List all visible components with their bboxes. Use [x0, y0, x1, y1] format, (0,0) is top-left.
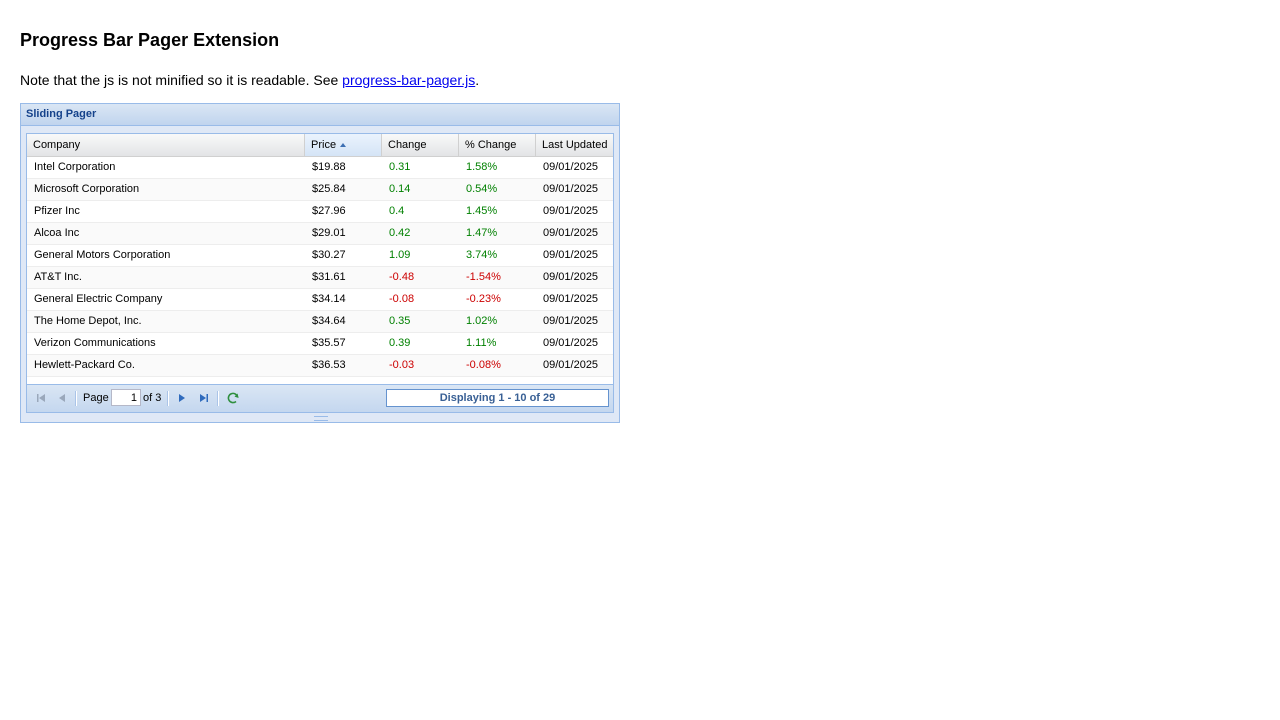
column-header-change-label: Change: [388, 139, 427, 151]
cell-pct-change: 0.54%: [466, 183, 498, 195]
column-header-company-label: Company: [33, 139, 81, 151]
page-title: Progress Bar Pager Extension: [20, 30, 280, 50]
cell-price: $31.61: [312, 271, 346, 283]
panel-title: Sliding Pager: [21, 104, 619, 126]
cell-last-updated: 09/01/2025: [543, 227, 599, 239]
cell-last-updated: 09/01/2025: [543, 315, 599, 327]
cell-price: $29.01: [312, 227, 346, 239]
page-count-label: of 3: [143, 392, 162, 404]
cell-price: $36.53: [312, 359, 346, 371]
cell-last-updated: 09/01/2025: [543, 183, 599, 195]
cell-company: Pfizer Inc: [34, 205, 80, 217]
toolbar-separator: [75, 391, 77, 406]
cell-change: -0.08: [389, 293, 415, 305]
column-header-pct-change-label: % Change: [465, 139, 517, 151]
progress-bar-pager-js-link[interactable]: progress-bar-pager.js: [342, 72, 476, 88]
cell-change: 0.4: [389, 205, 405, 217]
table-row[interactable]: AT&T Inc. $31.61 -0.48 -1.54% 09/01/2025: [27, 267, 613, 289]
cell-last-updated: 09/01/2025: [543, 337, 599, 349]
panel-resize-handle[interactable]: [314, 416, 328, 421]
grid-body: Intel Corporation $19.88 0.31 1.58% 09/01/20…: [27, 157, 613, 377]
table-row[interactable]: Microsoft Corporation $25.84 0.14 0.54% 09/0…: [27, 179, 613, 201]
cell-pct-change: 1.02%: [466, 315, 498, 327]
refresh-icon[interactable]: [226, 391, 240, 405]
cell-last-updated: 09/01/2025: [543, 205, 599, 217]
cell-pct-change: 1.47%: [466, 227, 498, 239]
cell-company: The Home Depot, Inc.: [34, 315, 142, 327]
cell-change: 0.31: [389, 161, 411, 173]
cell-last-updated: 09/01/2025: [543, 359, 599, 371]
column-header-price-label: Price: [311, 139, 337, 151]
column-header-last-updated-label: Last Updated: [542, 139, 608, 151]
table-row[interactable]: General Motors Corporation $30.27 1.09 3.74…: [27, 245, 613, 267]
note-prefix: Note that the js is not minified so it i…: [20, 72, 343, 88]
table-row[interactable]: Intel Corporation $19.88 0.31 1.58% 09/01/20…: [27, 157, 613, 179]
cell-change: 0.39: [389, 337, 411, 349]
cell-pct-change: 1.58%: [466, 161, 498, 173]
cell-last-updated: 09/01/2025: [543, 293, 599, 305]
cell-price: $30.27: [312, 249, 346, 261]
cell-change: -0.03: [389, 359, 415, 371]
cell-company: Microsoft Corporation: [34, 183, 140, 195]
grid-header: Company Price Change % Change Last Updat…: [27, 134, 613, 157]
cell-company: Intel Corporation: [34, 161, 116, 173]
cell-price: $27.96: [312, 205, 346, 217]
column-header-change[interactable]: Change: [382, 134, 459, 156]
cell-company: Alcoa Inc: [34, 227, 80, 239]
cell-price: $34.64: [312, 315, 346, 327]
cell-company: Verizon Communications: [34, 337, 156, 349]
cell-last-updated: 09/01/2025: [543, 271, 599, 283]
cell-company: General Motors Corporation: [34, 249, 171, 261]
table-row[interactable]: Verizon Communications $35.57 0.39 1.11% 09/…: [27, 333, 613, 355]
cell-last-updated: 09/01/2025: [543, 161, 599, 173]
cell-pct-change: -0.08%: [466, 359, 501, 371]
cell-last-updated: 09/01/2025: [543, 249, 599, 261]
cell-change: 0.14: [389, 183, 411, 195]
cell-change: 0.35: [389, 315, 411, 327]
cell-price: $19.88: [312, 161, 346, 173]
table-row[interactable]: Pfizer Inc $27.96 0.4 1.45% 09/01/2025: [27, 201, 613, 223]
column-header-price[interactable]: Price: [305, 134, 382, 156]
column-header-last-updated[interactable]: Last Updated: [536, 134, 613, 156]
page-number-input[interactable]: [111, 389, 141, 406]
cell-pct-change: 3.74%: [466, 249, 498, 261]
prev-page-icon[interactable]: [55, 391, 69, 405]
first-page-icon[interactable]: [34, 391, 48, 405]
cell-change: 1.09: [389, 249, 411, 261]
sort-ascending-icon: [340, 143, 347, 148]
cell-change: -0.48: [389, 271, 415, 283]
table-row[interactable]: The Home Depot, Inc. $34.64 0.35 1.02% 09/01…: [27, 311, 613, 333]
note-suffix: .: [475, 72, 480, 88]
cell-price: $35.57: [312, 337, 346, 349]
table-row[interactable]: Alcoa Inc $29.01 0.42 1.47% 09/01/2025: [27, 223, 613, 245]
cell-price: $25.84: [312, 183, 346, 195]
cell-company: Hewlett-Packard Co.: [34, 359, 135, 371]
table-row[interactable]: General Electric Company $34.14 -0.08 -0.23…: [27, 289, 613, 311]
page-progress-bar[interactable]: Displaying 1 - 10 of 29: [386, 389, 609, 407]
cell-pct-change: 1.45%: [466, 205, 498, 217]
next-page-icon[interactable]: [175, 391, 189, 405]
column-header-pct-change[interactable]: % Change: [459, 134, 536, 156]
toolbar-separator: [217, 391, 219, 406]
last-page-icon[interactable]: [197, 391, 211, 405]
cell-price: $34.14: [312, 293, 346, 305]
page-label: Page: [83, 392, 109, 404]
cell-company: AT&T Inc.: [34, 271, 82, 283]
table-row[interactable]: Hewlett-Packard Co. $36.53 -0.03 -0.08% 09/0…: [27, 355, 613, 377]
sliding-pager-panel: Sliding Pager Company Price Change % Cha…: [20, 103, 620, 423]
cell-pct-change: -0.23%: [466, 293, 501, 305]
progress-text: Displaying 1 - 10 of 29: [439, 392, 556, 404]
cell-pct-change: -1.54%: [466, 271, 501, 283]
column-header-company[interactable]: Company: [27, 134, 305, 156]
cell-pct-change: 1.11%: [466, 337, 497, 349]
toolbar-separator: [167, 391, 169, 406]
paging-toolbar: Page of 3 Displaying 1 - 10 of 29: [27, 384, 613, 412]
cell-company: General Electric Company: [34, 293, 163, 305]
stock-grid: Company Price Change % Change Last Updat…: [26, 133, 614, 413]
note-text: Note that the js is not minified so it i…: [20, 72, 479, 88]
cell-change: 0.42: [389, 227, 411, 239]
